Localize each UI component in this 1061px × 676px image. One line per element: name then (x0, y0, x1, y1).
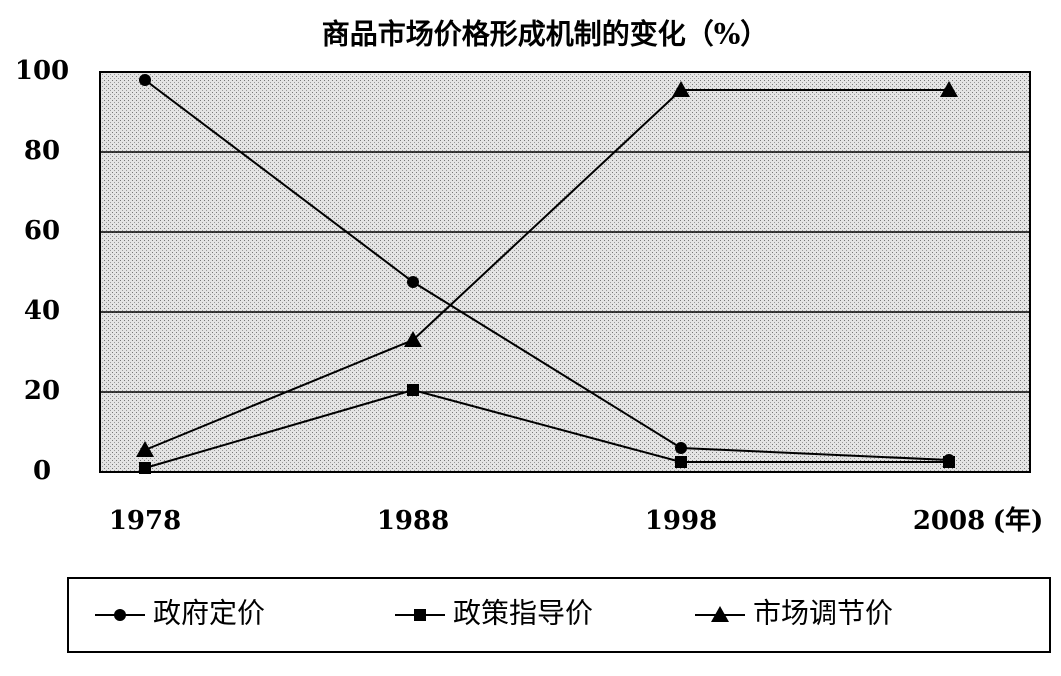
y-tick-label: 40 (24, 296, 60, 326)
legend-marker (414, 609, 426, 621)
marker (672, 81, 690, 97)
x-tick-label: 1988 (377, 506, 449, 536)
chart-title: 商品市场价格形成机制的变化（%） (322, 18, 769, 51)
legend-label: 市场调节价 (753, 597, 893, 630)
marker (136, 441, 154, 457)
y-tick-label: 0 (33, 456, 51, 486)
marker (940, 81, 958, 97)
marker (139, 74, 151, 86)
line (144, 388, 949, 469)
y-tick-label: 20 (24, 376, 60, 406)
marker (675, 456, 687, 468)
x-tick-label: 1978 (109, 506, 181, 536)
marker (139, 462, 151, 474)
legend-label: 政府定价 (153, 597, 265, 630)
legend-marker (114, 609, 126, 621)
y-tick-label: 80 (24, 136, 60, 166)
x-tick-label: 1998 (645, 506, 717, 536)
marker (675, 442, 687, 454)
legend-marker (711, 606, 729, 622)
marker (404, 331, 422, 347)
marker (407, 276, 419, 288)
legend-label: 政策指导价 (453, 597, 593, 630)
y-tick-label: 100 (15, 56, 69, 86)
marker (407, 384, 419, 396)
line (144, 79, 950, 461)
x-axis-label: (年) (993, 505, 1044, 536)
line (144, 89, 949, 451)
x-tick-label: 2008 (913, 506, 985, 536)
y-tick-label: 60 (24, 216, 60, 246)
marker (943, 456, 955, 468)
legend (67, 577, 1051, 653)
